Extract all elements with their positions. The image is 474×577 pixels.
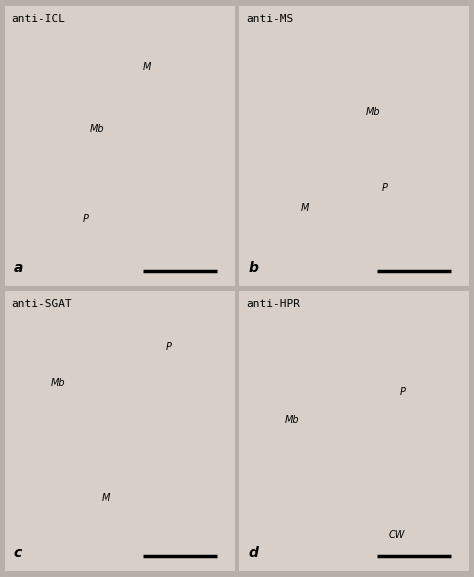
Text: a: a — [14, 261, 23, 275]
Text: CW: CW — [389, 530, 405, 539]
Text: P: P — [382, 183, 388, 193]
Text: anti-MS: anti-MS — [246, 14, 293, 24]
Text: P: P — [400, 387, 406, 397]
Text: Mb: Mb — [285, 415, 300, 425]
Text: Mb: Mb — [90, 124, 105, 134]
Text: Mb: Mb — [365, 107, 380, 117]
Text: M: M — [143, 62, 151, 73]
Text: anti-SGAT: anti-SGAT — [12, 299, 73, 309]
Text: c: c — [14, 546, 22, 560]
Text: anti-HPR: anti-HPR — [246, 299, 300, 309]
Text: M: M — [301, 203, 310, 213]
Text: b: b — [248, 261, 258, 275]
Text: M: M — [101, 493, 110, 503]
Text: d: d — [248, 546, 258, 560]
Text: P: P — [83, 214, 89, 224]
Text: anti-ICL: anti-ICL — [12, 14, 66, 24]
Text: Mb: Mb — [51, 379, 65, 388]
Text: P: P — [166, 342, 172, 352]
